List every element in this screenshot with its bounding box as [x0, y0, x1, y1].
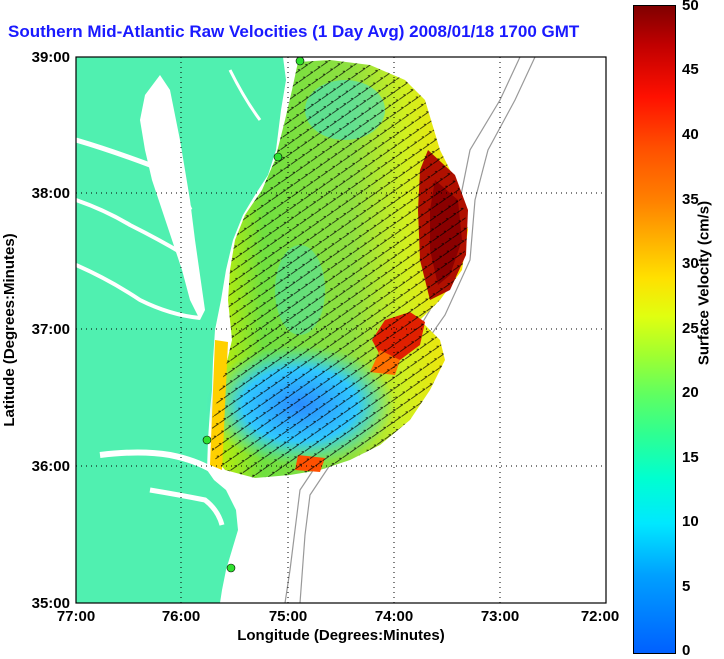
- x-tick-label: 75:00: [269, 608, 307, 625]
- x-tick-label: 76:00: [162, 608, 200, 625]
- velocity-arrows: [212, 60, 468, 478]
- y-tick-label: 36:00: [32, 458, 70, 475]
- colorbar-label: Surface Velocity (cm/s): [695, 200, 713, 366]
- colorbar-tick: 10: [682, 513, 699, 530]
- chesapeake-bay: [140, 75, 205, 320]
- y-tick-label: 35:00: [32, 595, 70, 612]
- map-grid: [76, 57, 606, 603]
- colorbar-tick: 30: [682, 255, 699, 272]
- colorbar-tick: 45: [682, 61, 699, 78]
- colorbar-tick: 40: [682, 126, 699, 143]
- x-tick-label: 74:00: [375, 608, 413, 625]
- x-tick-label: 77:00: [57, 608, 95, 625]
- y-tick-label: 38:00: [32, 185, 70, 202]
- radar-station-marker: [295, 57, 305, 66]
- plot-frame: [75, 56, 607, 604]
- colorbar-tick: 50: [682, 0, 699, 14]
- radar-station-marker: [273, 152, 283, 162]
- radar-station-marker: [202, 435, 212, 445]
- x-tick-label: 72:00: [581, 608, 619, 625]
- y-tick-label: 37:00: [32, 321, 70, 338]
- x-axis-label: Longitude (Degrees:Minutes): [237, 627, 445, 644]
- radar-station-marker: [226, 563, 236, 573]
- colorbar-tick: 15: [682, 449, 699, 466]
- velocity-colorbar: [633, 5, 676, 654]
- map-title: Southern Mid-Atlantic Raw Velocities (1 …: [8, 22, 580, 41]
- y-tick-label: 39:00: [32, 49, 70, 66]
- colorbar-tick: 25: [682, 320, 699, 337]
- colorbar-tick: 5: [682, 578, 691, 595]
- y-axis-label: Latitude (Degrees:Minutes): [1, 233, 18, 426]
- colorbar-tick: 35: [682, 191, 699, 208]
- colorbar-tick: 0: [682, 642, 691, 659]
- colorbar-tick: 20: [682, 384, 699, 401]
- x-tick-label: 73:00: [481, 608, 519, 625]
- land-mass: [76, 57, 286, 603]
